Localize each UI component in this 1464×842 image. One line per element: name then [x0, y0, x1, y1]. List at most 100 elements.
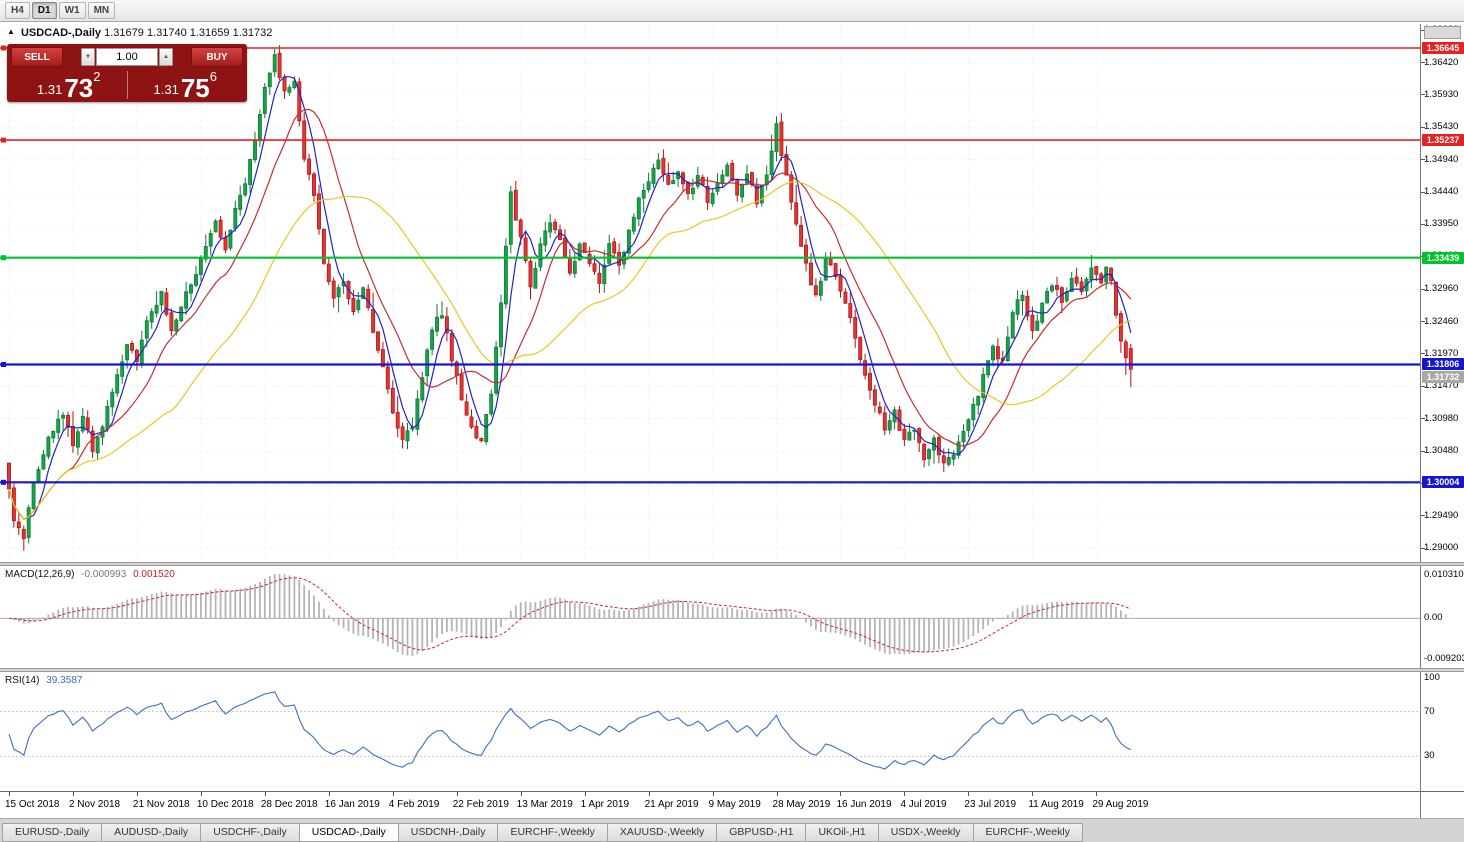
sell-price-prefix: 1.31 [37, 82, 63, 97]
chart-tab-10-eurchfweekly[interactable]: EURCHF-,Weekly [973, 823, 1083, 842]
macd-axis-label: -0.009203 [1424, 653, 1464, 664]
chart-tab-0-eurusddaily[interactable]: EURUSD-,Daily [2, 823, 103, 842]
date-axis-tick [648, 792, 650, 796]
date-axis-label: 4 Jul 2019 [900, 799, 947, 810]
date-axis-tick [968, 792, 970, 796]
rsi-axis-label: 30 [1424, 750, 1435, 762]
price-axis-label: 1.30980 [1424, 412, 1459, 424]
price-axis-tick [1421, 223, 1425, 225]
date-axis-tick [72, 792, 74, 796]
hline-handle[interactable] [1, 255, 6, 261]
macd-axis-label: 0.010310 [1424, 569, 1464, 580]
moving-average-fast [8, 76, 1132, 520]
date-axis-tick [9, 792, 10, 796]
date-axis-label: 9 May 2019 [708, 799, 761, 810]
window-divider [0, 818, 1464, 823]
hline-price-badge: 1.33439 [1422, 251, 1464, 264]
hline-handle[interactable] [1, 45, 6, 51]
rsi-axis-label: 100 [1424, 672, 1440, 683]
chart-tab-5-eurchfweekly[interactable]: EURCHF-,Weekly [498, 823, 608, 842]
date-axis-label: 15 Oct 2018 [5, 799, 60, 810]
sell-price[interactable]: 1.31 73 2 [11, 69, 127, 101]
date-axis-label: 29 Aug 2019 [1092, 799, 1149, 810]
date-axis-label: 16 Jun 2019 [836, 799, 892, 810]
chart-tab-4-usdcnhdaily[interactable]: USDCNH-,Daily [398, 823, 499, 842]
chart-tab-3-usdcaddaily[interactable]: USDCAD-,Daily [299, 823, 399, 842]
price-axis-corner-button[interactable] [1424, 26, 1461, 39]
macd-signal-line [8, 577, 1131, 653]
sell-button[interactable]: SELL [11, 47, 63, 67]
macd-panel [0, 574, 1420, 656]
timeframe-button-d1[interactable]: D1 [31, 2, 57, 19]
macd-histogram [12, 574, 1132, 656]
date-axis-tick [904, 792, 906, 796]
date-axis-tick [392, 792, 394, 796]
buy-button[interactable]: BUY [191, 47, 243, 67]
date-axis-label: 4 Feb 2019 [388, 799, 440, 810]
chart-tab-9-usdxweekly[interactable]: USDX-,Weekly [878, 823, 974, 842]
price-axis-label: 1.34940 [1424, 153, 1459, 165]
sell-price-pipette: 2 [93, 69, 101, 84]
panel-splitter[interactable] [0, 668, 1464, 672]
rsi-levels [0, 711, 1420, 757]
date-axis-tick [136, 792, 138, 796]
date-axis-label: 22 Feb 2019 [452, 799, 509, 810]
price-axis-tick [1421, 547, 1425, 549]
one-click-panel-toggle-icon[interactable]: ▲ [7, 27, 15, 36]
chart-tab-bar: EURUSD-,Daily AUDUSD-,Daily USDCHF-,Daily U… [0, 823, 1464, 842]
hline-price-badge: 1.36645 [1422, 41, 1464, 54]
timeframe-button-w1[interactable]: W1 [58, 2, 86, 19]
price-axis-label: 1.34440 [1424, 186, 1459, 198]
timeframe-button-h4[interactable]: H4 [5, 2, 30, 19]
price-axis-tick [1421, 191, 1425, 193]
timeframe-button-mn[interactable]: MN [87, 2, 116, 19]
price-axis-label: 1.33950 [1424, 218, 1459, 230]
volume-decrease-button[interactable]: ▼ [81, 48, 95, 66]
date-axis-label: 23 Jul 2019 [964, 799, 1017, 810]
chart-tab-1-audusddaily[interactable]: AUDUSD-,Daily [102, 823, 202, 842]
hline-handle[interactable] [1, 137, 6, 143]
hline-handle[interactable] [1, 479, 6, 485]
price-axis-tick [1421, 353, 1425, 355]
panel-splitter[interactable] [0, 562, 1464, 566]
volume-decrease-icon: ▼ [85, 54, 91, 60]
date-axis-label: 21 Apr 2019 [644, 799, 699, 810]
price-axis-label: 1.35930 [1424, 88, 1459, 100]
date-axis-tick [1032, 792, 1034, 796]
date-axis-label: 21 Nov 2018 [132, 799, 190, 810]
date-axis-label: 28 Dec 2018 [260, 799, 318, 810]
rsi-label: RSI(14) [5, 675, 40, 686]
price-axis-label: 1.32960 [1424, 283, 1459, 294]
price-axis-label: 1.29000 [1424, 542, 1459, 553]
moving-average-slow [8, 181, 1132, 520]
date-axis-label: 1 Apr 2019 [580, 799, 629, 810]
volume-input[interactable] [96, 48, 158, 66]
chart-tab-2-usdchfdaily[interactable]: USDCHF-,Daily [201, 823, 300, 842]
price-axis-tick [1421, 126, 1425, 128]
one-click-trading-panel: SELL ▼ ▲ BUY 1.31 73 2 [7, 44, 247, 102]
rsi-header: RSI(14) 39.3587 [5, 675, 82, 686]
price-axis-label: 1.35430 [1424, 121, 1459, 133]
volume-increase-icon: ▲ [163, 54, 169, 60]
chart-tab-7-gbpusdh1[interactable]: GBPUSD-,H1 [717, 823, 807, 842]
bid-price-badge: 1.31732 [1422, 371, 1464, 384]
rsi-value: 39.3587 [46, 675, 83, 686]
timeframe-toolbar: H4 D1 W1 MN [0, 0, 1464, 22]
hline-price-badge: 1.30004 [1422, 476, 1464, 489]
hline-handle[interactable] [1, 362, 6, 367]
date-axis-tick [776, 792, 778, 796]
macd-label: MACD(12,26,9) [5, 569, 75, 580]
macd-signal-value: 0.001520 [133, 569, 175, 580]
date-axis-label: 11 Aug 2019 [1028, 799, 1084, 810]
chart-ohlc-values: 1.31679 1.31740 1.31659 1.31732 [104, 27, 273, 39]
price-axis-tick [1421, 94, 1425, 96]
volume-increase-button[interactable]: ▲ [159, 48, 173, 66]
price-chart [0, 24, 1420, 562]
date-axis-label: 16 Jan 2019 [324, 799, 380, 810]
price-axis-label: 1.29490 [1424, 509, 1459, 521]
price-divider [126, 71, 128, 99]
chart-tab-6-xauusdweekly[interactable]: XAUUSD-,Weekly [607, 823, 718, 842]
buy-price[interactable]: 1.31 75 6 [128, 69, 244, 101]
chart-tab-8-ukoilh1[interactable]: UKOil-,H1 [806, 823, 879, 842]
hline-price-badge: 1.31806 [1422, 358, 1464, 371]
